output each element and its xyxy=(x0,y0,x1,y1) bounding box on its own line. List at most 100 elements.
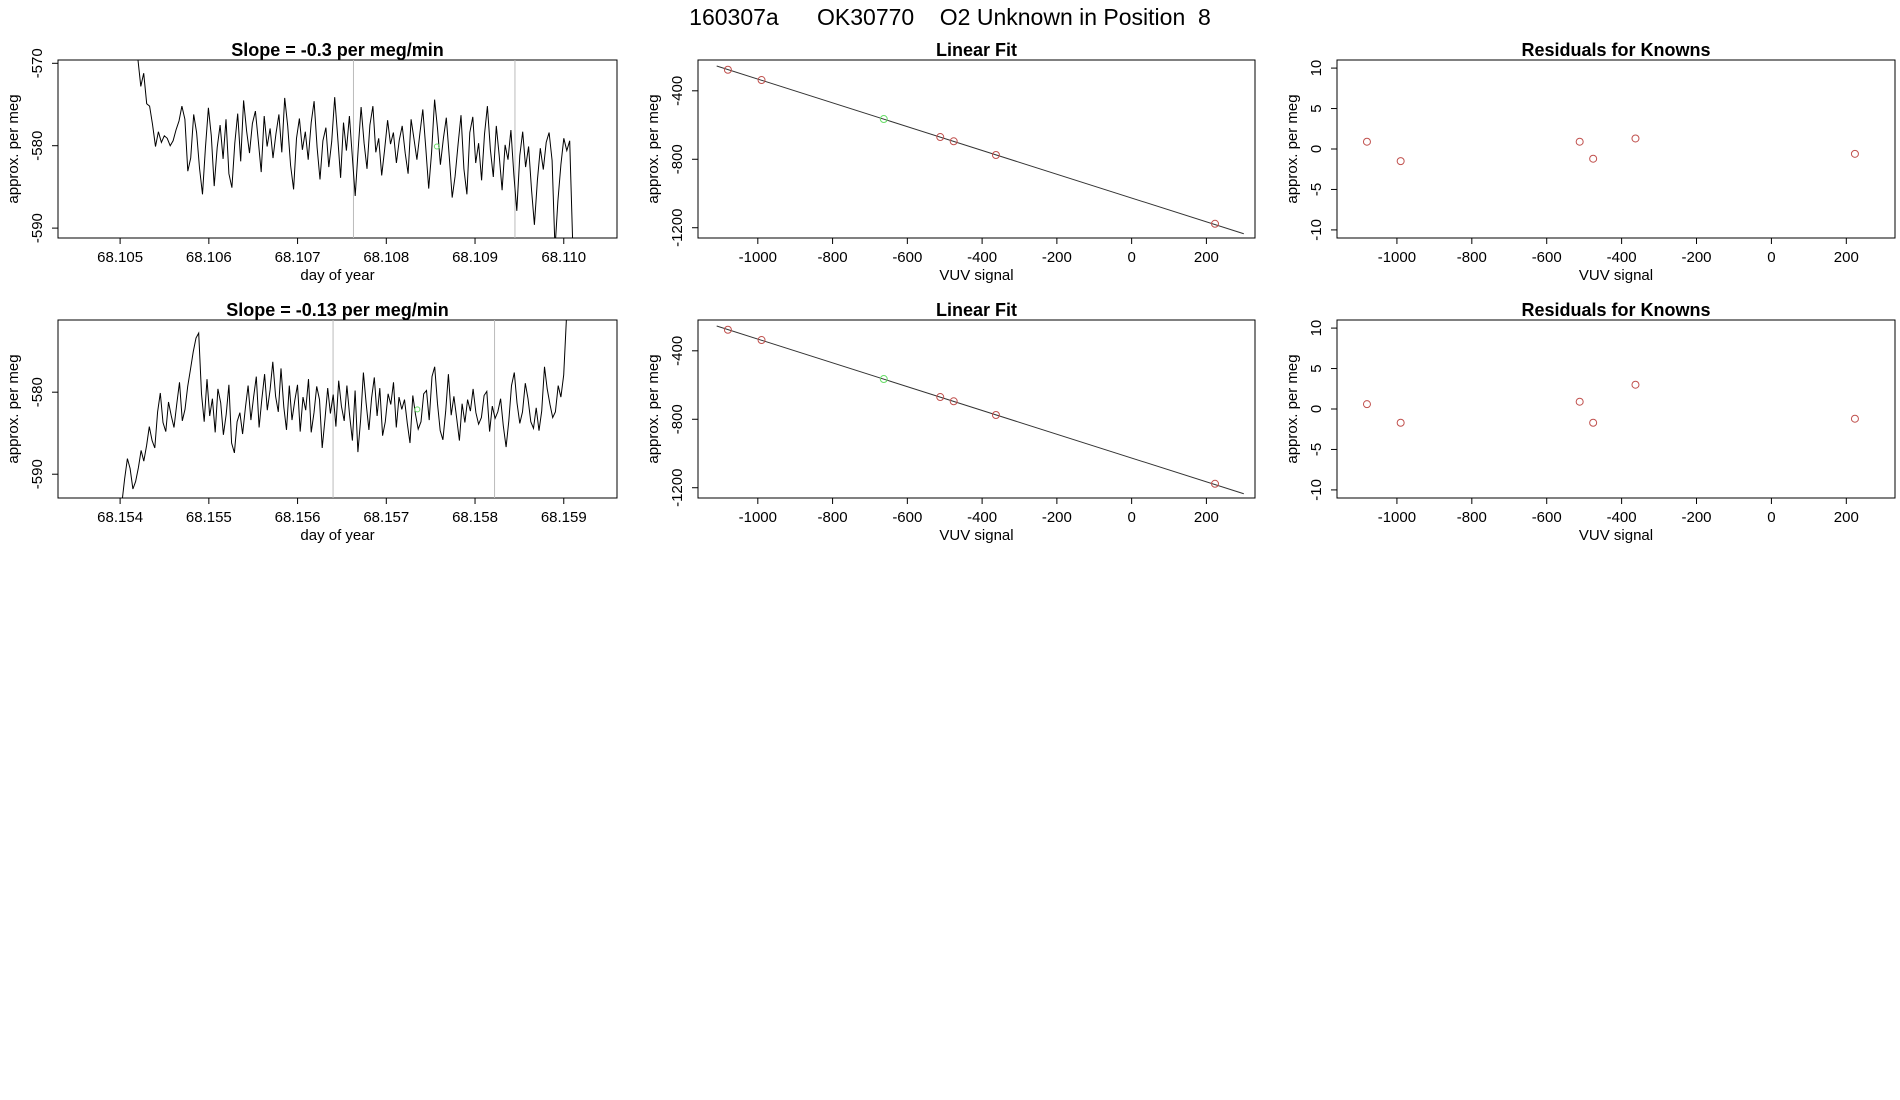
y-tick-label: -10 xyxy=(1308,219,1325,241)
chart-panel-3: Residuals for Knowns-1000 -800 -600 -400 -20… xyxy=(1284,40,1896,284)
x-tick-label: 68.159 xyxy=(541,509,587,526)
y-tick-label: 10 xyxy=(1308,60,1325,77)
x-tick-label: -1000 xyxy=(1378,249,1416,266)
known-point xyxy=(1211,479,1220,488)
y-tick-label: 10 xyxy=(1308,320,1325,337)
x-axis-label: VUV signal xyxy=(1579,527,1653,544)
x-tick-label: 0 xyxy=(1127,249,1135,266)
known-point xyxy=(949,137,958,146)
plot-area xyxy=(716,65,1244,235)
x-tick-label: 68.105 xyxy=(97,249,143,266)
page-title: 160307a OK30770 O2 Unknown in Position 8 xyxy=(689,4,1211,30)
x-tick-label: -1000 xyxy=(739,249,777,266)
x-tick-label: -800 xyxy=(1457,509,1487,526)
plot-area xyxy=(1362,134,1859,166)
y-axis-label: approx. per meg xyxy=(645,354,662,463)
y-tick-label: 0 xyxy=(1308,145,1325,153)
plot-frame xyxy=(57,319,618,499)
x-tick-label: -200 xyxy=(1042,249,1072,266)
y-tick-label: -570 xyxy=(29,48,46,78)
x-tick-label: -400 xyxy=(1607,249,1637,266)
y-axis-label: approx. per meg xyxy=(645,94,662,203)
x-tick-label: 0 xyxy=(1767,249,1775,266)
x-tick-label: 200 xyxy=(1194,509,1219,526)
y-tick-label: 5 xyxy=(1308,104,1325,112)
known-point xyxy=(757,76,766,85)
known-point xyxy=(1396,418,1405,427)
y-tick-label: -800 xyxy=(669,144,686,174)
x-axis-label: VUV signal xyxy=(939,267,1013,284)
x-tick-label: 68.106 xyxy=(186,249,232,266)
y-tick-label: -590 xyxy=(29,459,46,489)
known-point xyxy=(936,133,945,142)
x-axis-label: day of year xyxy=(300,267,374,284)
x-tick-label: -400 xyxy=(967,249,997,266)
x-tick-label: -200 xyxy=(1682,249,1712,266)
chart-panel-1: Slope = -0.3 per meg/min 68.105 68.106 68.1… xyxy=(5,40,618,284)
x-tick-label: -800 xyxy=(1457,249,1487,266)
plot-frame xyxy=(1336,319,1896,499)
y-tick-label: -580 xyxy=(29,131,46,161)
fit-line xyxy=(716,65,1244,235)
x-tick-label: -600 xyxy=(1532,249,1562,266)
x-tick-label: -200 xyxy=(1042,509,1072,526)
y-tick-label: -1200 xyxy=(669,469,686,507)
unknown-point xyxy=(433,143,440,150)
known-point xyxy=(1575,397,1584,406)
x-tick-label: 68.108 xyxy=(363,249,409,266)
fit-line xyxy=(716,325,1244,495)
y-tick-label: 0 xyxy=(1308,405,1325,413)
y-tick-label: -400 xyxy=(669,76,686,106)
known-point xyxy=(1850,414,1859,423)
x-tick-label: -800 xyxy=(818,509,848,526)
x-tick-label: 68.107 xyxy=(275,249,321,266)
x-tick-label: -200 xyxy=(1682,509,1712,526)
x-tick-label: 68.109 xyxy=(452,249,498,266)
plot-area xyxy=(137,60,574,238)
known-point xyxy=(1396,157,1405,166)
chart-panel-4: Slope = -0.13 per meg/min 68.154 68.155 68.… xyxy=(5,300,618,544)
known-point xyxy=(1362,137,1371,146)
x-tick-label: 0 xyxy=(1127,509,1135,526)
x-tick-label: 68.156 xyxy=(275,509,321,526)
chart-panel-5: Linear Fit -1000 -800 -600 -400 -200 0 200 -400 -… xyxy=(645,300,1256,544)
data-series-line xyxy=(137,60,574,238)
y-tick-label: -400 xyxy=(669,336,686,366)
x-tick-label: 68.155 xyxy=(186,509,232,526)
chart-title: Linear Fit xyxy=(936,40,1017,60)
unknown-point xyxy=(879,115,888,124)
known-point xyxy=(1362,400,1371,409)
chart-panel-2: Linear Fit -1000 -800 -600 -400 -200 0 200 -400 -… xyxy=(645,40,1256,284)
x-tick-label: -600 xyxy=(1532,509,1562,526)
plot-frame xyxy=(697,319,1256,499)
x-tick-label: -1000 xyxy=(1378,509,1416,526)
y-tick-label: -5 xyxy=(1308,183,1325,196)
x-tick-label: -400 xyxy=(967,509,997,526)
y-tick-label: -590 xyxy=(29,213,46,243)
x-tick-label: -600 xyxy=(892,509,922,526)
chart-title: Slope = -0.3 per meg/min xyxy=(231,40,444,60)
data-series-line xyxy=(121,320,567,498)
known-point xyxy=(1850,149,1859,158)
y-tick-label: -580 xyxy=(29,377,46,407)
y-tick-label: -800 xyxy=(669,404,686,434)
x-axis-label: VUV signal xyxy=(939,527,1013,544)
x-tick-label: -1000 xyxy=(739,509,777,526)
unknown-point xyxy=(414,406,421,413)
x-tick-label: 200 xyxy=(1834,509,1859,526)
known-point xyxy=(757,336,766,345)
chart-title: Residuals for Knowns xyxy=(1521,40,1710,60)
known-point xyxy=(991,150,1000,159)
y-tick-label: -5 xyxy=(1308,443,1325,456)
plot-area xyxy=(716,325,1244,495)
known-point xyxy=(723,65,732,74)
x-tick-label: 200 xyxy=(1834,249,1859,266)
y-axis-label: approx. per meg xyxy=(1284,354,1301,463)
known-point xyxy=(1631,134,1640,143)
x-tick-label: 0 xyxy=(1767,509,1775,526)
known-point xyxy=(949,397,958,406)
known-point xyxy=(1589,154,1598,163)
x-tick-label: -800 xyxy=(818,249,848,266)
known-point xyxy=(1211,219,1220,228)
